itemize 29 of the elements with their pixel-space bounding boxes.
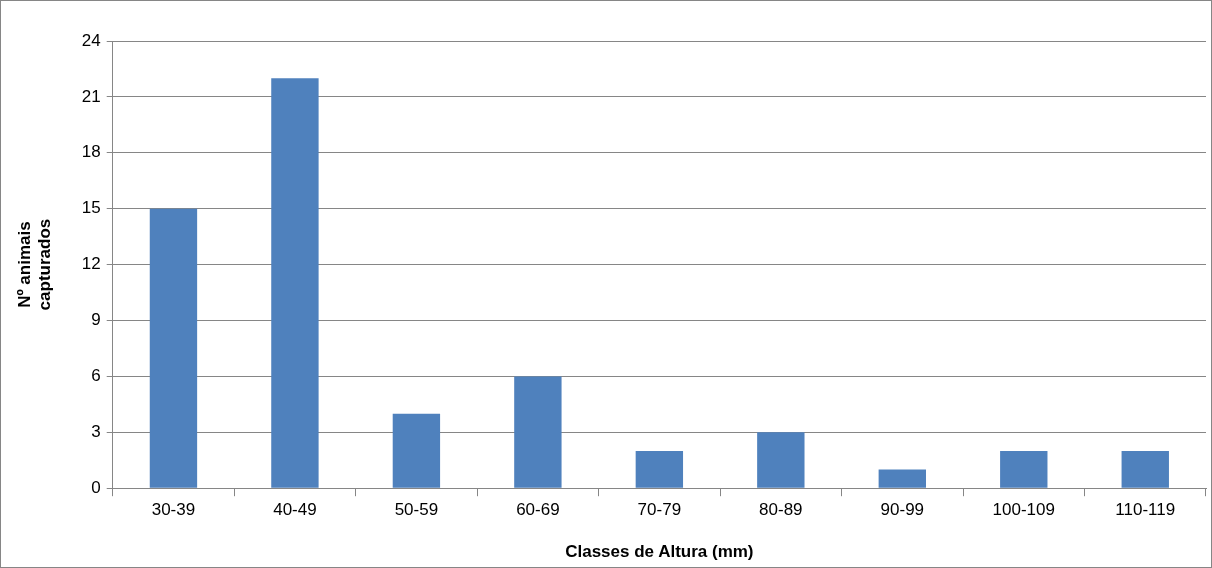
y-axis-title: Nº animais capturados xyxy=(14,218,55,311)
x-tick-label: 50-59 xyxy=(394,500,439,520)
x-tick-label: 40-49 xyxy=(273,500,317,520)
bar xyxy=(878,469,926,488)
x-tick-label: 100-109 xyxy=(992,500,1055,520)
bar xyxy=(271,78,319,488)
y-tick-label: 18 xyxy=(81,142,101,162)
bar xyxy=(1121,450,1169,488)
y-tick-label: 21 xyxy=(81,86,101,106)
bar xyxy=(1000,450,1048,488)
y-tick-label: 9 xyxy=(91,310,101,330)
x-axis-title: Classes de Altura (mm) xyxy=(565,542,754,562)
y-tick-label: 6 xyxy=(91,366,101,386)
y-tick-label: 0 xyxy=(91,477,101,497)
y-tick-label: 24 xyxy=(81,30,101,50)
x-tick-label: 70-79 xyxy=(637,500,682,520)
bar xyxy=(514,376,562,488)
x-tick-label: 90-99 xyxy=(880,500,925,520)
bar xyxy=(635,450,684,488)
x-tick-label: 60-69 xyxy=(516,500,560,520)
x-tick-label: 110-119 xyxy=(1115,500,1176,520)
bar xyxy=(392,413,441,488)
x-tick-label: 80-89 xyxy=(759,500,803,520)
x-tick-label: 30-39 xyxy=(151,500,196,520)
y-tick-label: 15 xyxy=(81,198,101,218)
bar xyxy=(149,208,198,488)
y-tick-label: 3 xyxy=(91,421,101,441)
bar xyxy=(757,432,805,488)
y-tick-label: 12 xyxy=(81,254,101,274)
